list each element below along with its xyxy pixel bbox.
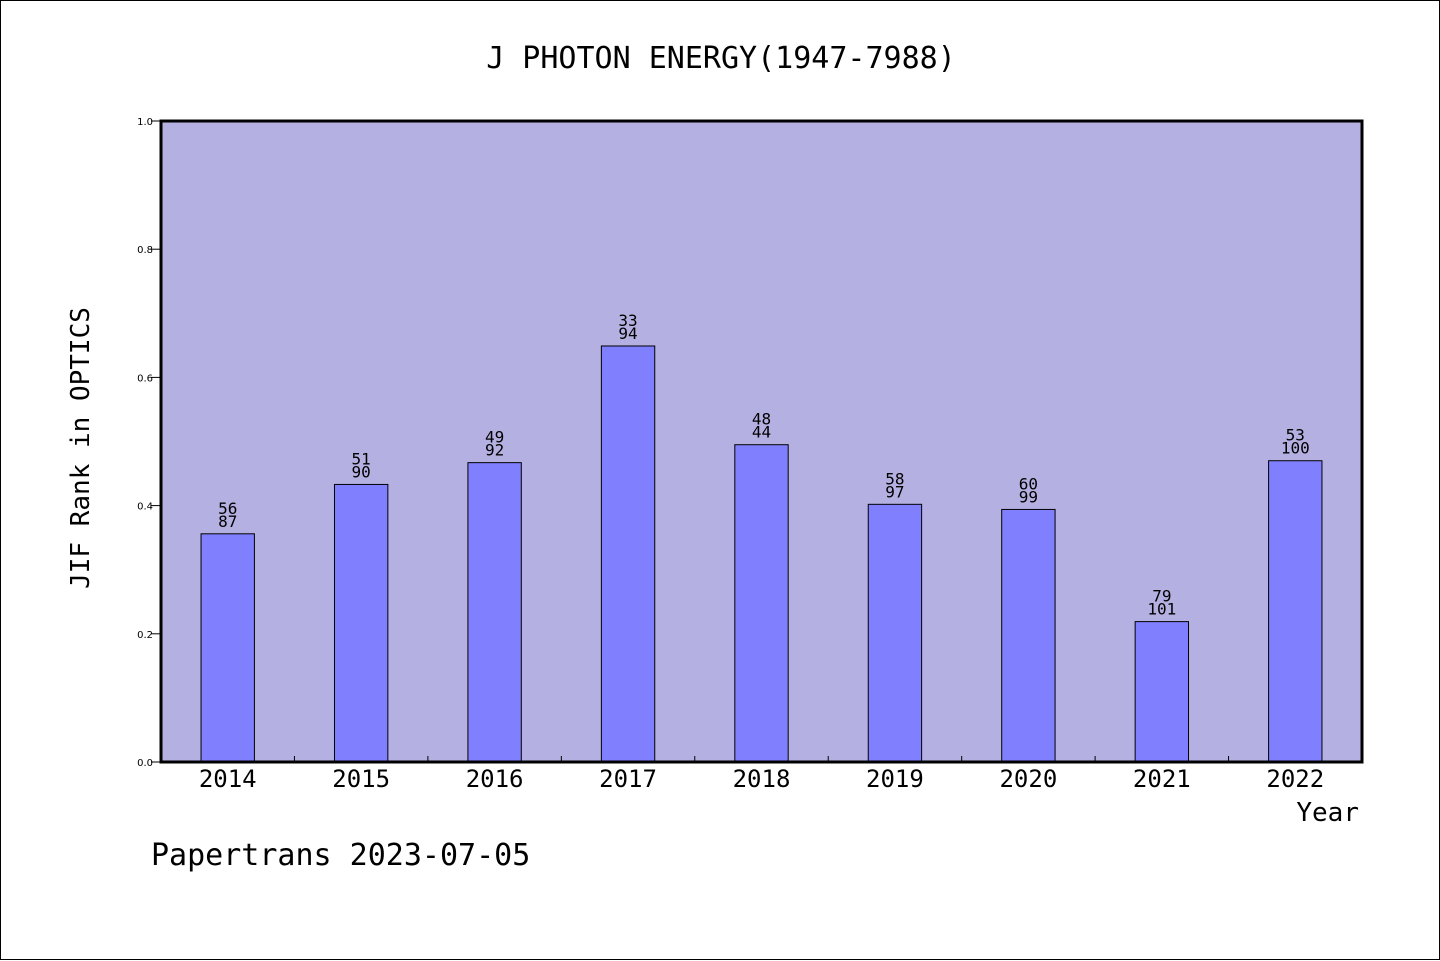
bar-2014 (200, 533, 255, 763)
bar-2022 (1268, 460, 1323, 763)
data-label-top-2019: 58 (885, 469, 904, 488)
x-tick-label-2015: 2015 (332, 765, 390, 793)
x-tick-label-2020: 2020 (999, 765, 1057, 793)
y-axis: 0.0 0.2 0.4 0.6 0.8 1.0 (137, 117, 161, 769)
footer-text: Papertrans 2023-07-05 (151, 838, 530, 873)
chart-title: J PHOTON ENERGY(1947-7988) (486, 41, 956, 76)
x-tick-label-2021: 2021 (1133, 765, 1191, 793)
bar-2021 (1134, 621, 1190, 763)
bar-2015 (333, 483, 389, 763)
x-tick-label-2014: 2014 (199, 765, 257, 793)
bar-2016 (467, 462, 522, 763)
data-label-top-2021: 79 (1152, 587, 1171, 606)
x-tick-label-2016: 2016 (466, 765, 524, 793)
plot-border (159, 119, 1364, 764)
data-label-bottom-2021: 101 (1147, 600, 1176, 619)
bar-2019 (867, 503, 923, 763)
data-label-top-2015: 51 (352, 449, 371, 468)
data-label-top-2022: 53 (1286, 426, 1305, 445)
y-tick-label: 0.8 (137, 245, 153, 256)
data-label-bottom-2016: 92 (485, 441, 504, 460)
y-tick-label: 0.2 (137, 630, 153, 641)
x-tick-label-2018: 2018 (733, 765, 791, 793)
data-label-bottom-2014: 87 (218, 512, 237, 531)
data-label-top-2014: 56 (218, 499, 237, 518)
y-tick-label: 0.4 (137, 502, 153, 513)
y-tick-label: 0.6 (137, 373, 153, 384)
data-label-top-2017: 33 (618, 311, 637, 330)
data-label-top-2018: 48 (752, 410, 771, 429)
data-label-top-2020: 60 (1019, 474, 1038, 493)
bar-2018 (734, 444, 789, 763)
data-label-bottom-2020: 99 (1019, 487, 1038, 506)
y-axis-label: JIF Rank in OPTICS (66, 307, 96, 589)
x-tick-label-2017: 2017 (599, 765, 657, 793)
data-label-bottom-2017: 94 (618, 324, 637, 343)
bar-2020 (1001, 508, 1056, 763)
data-label-bottom-2019: 97 (885, 482, 904, 501)
x-tick-label-2019: 2019 (866, 765, 924, 793)
x-tick-label-2022: 2022 (1266, 765, 1324, 793)
data-label-bottom-2015: 90 (352, 462, 371, 481)
bar-2017 (600, 345, 656, 763)
x-axis-label: Year (1296, 798, 1359, 828)
y-tick-label: 1.0 (137, 117, 153, 128)
y-tick-label: 0.0 (137, 758, 153, 769)
data-label-top-2016: 49 (485, 428, 504, 447)
data-label-bottom-2022: 100 (1281, 439, 1310, 458)
data-label-bottom-2018: 44 (752, 423, 771, 442)
x-axis: 2014 2015 2016 2017 2018 2019 2020 2021 2022 (199, 756, 1324, 793)
